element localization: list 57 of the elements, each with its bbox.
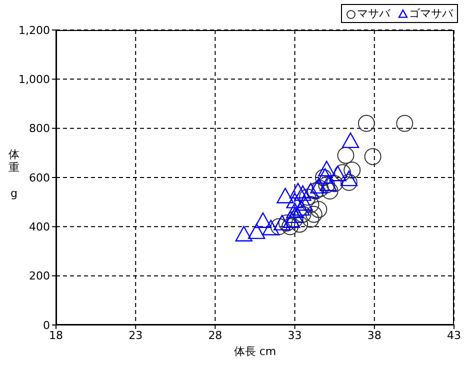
x-axis-title: 体長 cm [234, 344, 276, 358]
point [334, 164, 352, 182]
point [305, 206, 322, 223]
point [286, 207, 304, 224]
point [289, 182, 307, 198]
y-tick-label: 1,200 [18, 24, 50, 37]
x-tick-label: 18 [49, 328, 63, 342]
y-tick-label: 1,000 [18, 73, 50, 86]
x-tick-label: 28 [208, 328, 222, 342]
point [248, 223, 266, 240]
x-tick-label: 38 [367, 328, 382, 342]
point [286, 202, 304, 218]
point [340, 170, 358, 186]
point [283, 212, 300, 228]
y-tick-label: 0 [43, 318, 50, 332]
point [310, 200, 328, 218]
point [396, 114, 414, 132]
point [276, 188, 294, 204]
point [302, 210, 320, 228]
point [294, 206, 312, 223]
point [326, 175, 344, 192]
point [294, 185, 312, 201]
point [296, 195, 313, 211]
point [364, 148, 382, 166]
point [318, 160, 336, 176]
point [286, 192, 304, 208]
point [262, 220, 280, 236]
point [312, 180, 329, 198]
point [278, 214, 296, 232]
y-tick-label: 800 [29, 122, 50, 136]
point [302, 182, 320, 198]
point [235, 226, 252, 242]
point [282, 218, 299, 236]
point [270, 218, 288, 236]
point [344, 162, 361, 179]
y-tick-label: 400 [29, 220, 50, 234]
point [340, 174, 358, 191]
point [302, 196, 320, 214]
point [273, 214, 291, 230]
y-tick-label: 600 [29, 171, 50, 184]
x-tick-label: 23 [128, 328, 143, 342]
point [299, 188, 316, 206]
x-tick-label: 43 [447, 328, 461, 342]
point [337, 146, 354, 164]
point [291, 216, 308, 233]
point [329, 166, 346, 182]
point [342, 132, 360, 148]
point [321, 182, 338, 200]
point [292, 200, 310, 216]
y-axis-title: 体重 g [8, 148, 20, 200]
point [358, 114, 375, 132]
point [254, 212, 272, 228]
point [310, 178, 328, 194]
legend-label: ゴマサバ [409, 6, 453, 21]
legend-label: マサバ [357, 6, 390, 21]
y-tick-label: 200 [29, 270, 50, 283]
x-tick-label: 33 [288, 328, 302, 342]
